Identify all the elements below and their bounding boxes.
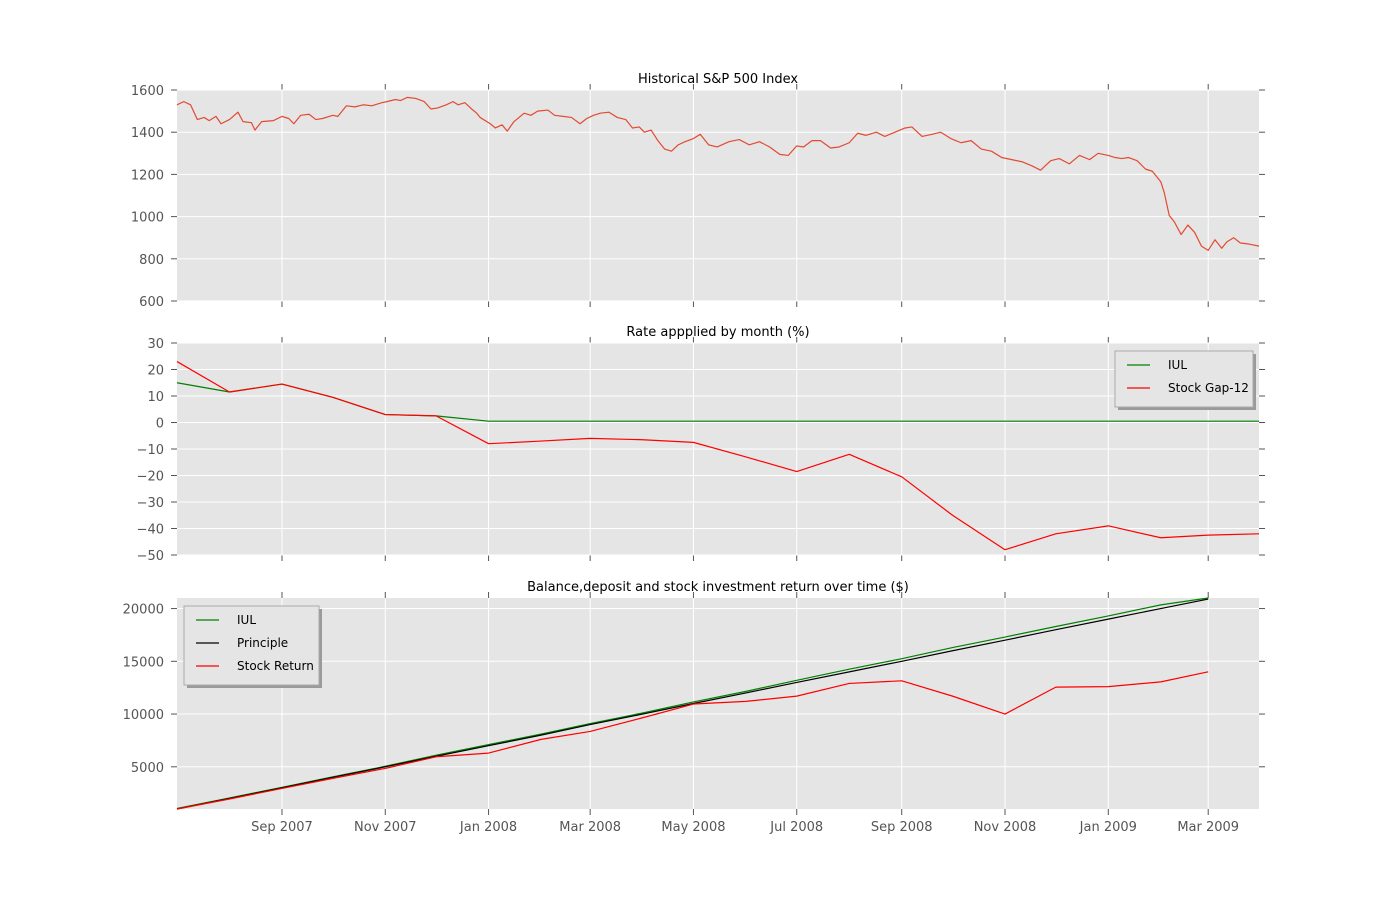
legend-label: IUL (1168, 358, 1187, 372)
y-tick-label: 600 (139, 295, 164, 310)
x-tick-label: May 2008 (661, 820, 725, 835)
y-tick-label: 20 (147, 364, 164, 379)
legend-label: Stock Return (237, 659, 314, 673)
x-tick-label: Sep 2008 (871, 820, 933, 835)
y-tick-label: 1000 (131, 211, 164, 226)
y-tick-label: −30 (137, 496, 164, 511)
legend-label: Stock Gap-12 (1168, 381, 1249, 395)
y-tick-label: −10 (137, 443, 164, 458)
y-tick-label: 10000 (123, 708, 164, 723)
x-tick-label: Jul 2008 (769, 820, 823, 835)
x-tick-label: Mar 2008 (559, 820, 621, 835)
y-tick-label: 1600 (131, 84, 164, 99)
y-tick-label: 20000 (123, 603, 164, 618)
x-tick-label: Jan 2009 (1079, 820, 1137, 835)
panel-title: Historical S&P 500 Index (638, 72, 798, 87)
panel-3: 5000 10000 15000 20000 Balance,deposit and s… (123, 580, 1265, 835)
x-tick-label: Nov 2007 (354, 820, 417, 835)
legend: IUL Stock Gap-12 (1114, 350, 1256, 410)
series-line-1 (176, 96, 1260, 251)
y-tick-label: 10 (147, 390, 164, 405)
x-tick-label: Mar 2009 (1177, 820, 1239, 835)
series-line-stock-gap-12 (176, 361, 1260, 551)
series-line-stock-return (176, 671, 1209, 810)
x-tick-label: Nov 2008 (974, 820, 1037, 835)
legend-label: Principle (237, 636, 288, 650)
panel-2: −50 −40 −30 −20 −10 0 10 20 30 Rate appplied by m… (137, 325, 1265, 564)
y-tick-label: 1400 (131, 126, 164, 141)
legend-box (183, 605, 320, 686)
legend-box (1114, 350, 1254, 408)
y-tick-label: −50 (137, 549, 164, 564)
y-tick-label: 15000 (123, 655, 164, 670)
y-tick-label: −20 (137, 470, 164, 485)
y-tick-label: −40 (137, 523, 164, 538)
panel-title: Balance,deposit and stock investment ret… (527, 580, 909, 595)
y-tick-label: 0 (156, 417, 164, 432)
y-tick-label: 30 (147, 337, 164, 352)
y-tick-label: 800 (139, 253, 164, 268)
legend: IUL Principle Stock Return (183, 605, 322, 688)
x-tick-label: Sep 2007 (251, 820, 313, 835)
panel-1: 600 800 1000 1200 1400 1600 Historical S&P 500… (131, 72, 1265, 310)
legend-label: IUL (237, 613, 256, 627)
plot-background (177, 90, 1259, 301)
y-tick-label: 1200 (131, 168, 164, 183)
x-tick-label: Jan 2008 (459, 820, 517, 835)
panel-title: Rate appplied by month (%) (626, 325, 809, 340)
y-tick-label: 5000 (131, 761, 164, 776)
